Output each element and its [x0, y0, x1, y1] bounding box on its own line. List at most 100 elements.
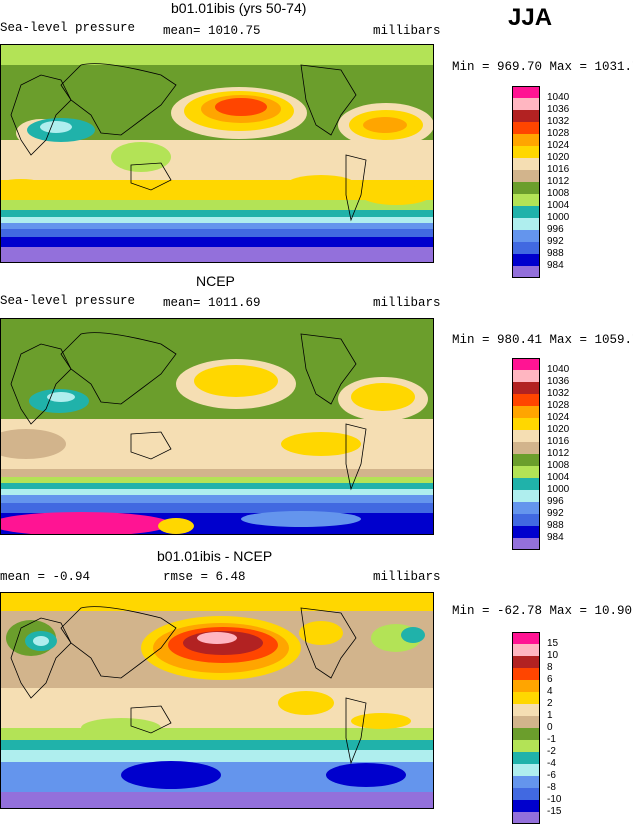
legend-label: 0: [547, 722, 553, 733]
legend-label: 1024: [547, 412, 570, 423]
legend-swatch: [512, 502, 540, 514]
legend-swatch: [512, 454, 540, 466]
legend-swatch: [512, 430, 540, 442]
legend-swatch: [512, 466, 540, 478]
contour-map: [0, 318, 434, 535]
legend-label: 1016: [547, 164, 570, 175]
legend-swatch: [512, 146, 540, 158]
legend-label: 2: [547, 698, 553, 709]
legend-label: -6: [547, 770, 556, 781]
legend-label: -2: [547, 746, 556, 757]
legend-label: 1032: [547, 388, 570, 399]
legend-label: 1008: [547, 188, 570, 199]
legend-swatch: [512, 656, 540, 668]
legend-label: 1016: [547, 436, 570, 447]
legend-swatch: [512, 110, 540, 122]
legend-label: 992: [547, 236, 564, 247]
legend-label: 996: [547, 496, 564, 507]
legend-label: 984: [547, 260, 564, 271]
contour-map: [0, 44, 434, 263]
legend-swatch: [512, 418, 540, 430]
legend-swatch: [512, 382, 540, 394]
panel-units-label: millibars: [373, 296, 441, 310]
legend-label: 1000: [547, 484, 570, 495]
legend-swatch: [512, 704, 540, 716]
legend-label: 1008: [547, 460, 570, 471]
legend-label: -4: [547, 758, 556, 769]
panel-mean-label: mean= 1010.75: [163, 24, 261, 38]
legend-label: -10: [547, 794, 562, 805]
panel-units-label: millibars: [373, 24, 441, 38]
legend-label: 1036: [547, 376, 570, 387]
legend-swatch: [512, 478, 540, 490]
legend-swatch: [512, 632, 540, 644]
legend-swatch: [512, 776, 540, 788]
legend-swatch: [512, 170, 540, 182]
legend-swatch: [512, 644, 540, 656]
legend-swatch: [512, 158, 540, 170]
legend-swatch: [512, 668, 540, 680]
legend-label: 1012: [547, 448, 570, 459]
legend-label: 1028: [547, 128, 570, 139]
legend-swatch: [512, 716, 540, 728]
legend-swatch: [512, 242, 540, 254]
legend-label: 1036: [547, 104, 570, 115]
panel-mean-label: mean= 1011.69: [163, 296, 261, 310]
panel-stats: Min = -62.78 Max = 10.90: [452, 604, 633, 618]
legend-swatch: [512, 680, 540, 692]
contour-map: [0, 592, 434, 809]
legend-swatch: [512, 206, 540, 218]
legend-swatch: [512, 752, 540, 764]
legend-swatch: [512, 86, 540, 98]
legend-label: 1040: [547, 364, 570, 375]
panel-title: b01.01ibis - NCEP: [157, 548, 273, 564]
legend-label: 1020: [547, 424, 570, 435]
season-label: JJA: [508, 4, 553, 31]
legend-swatch: [512, 442, 540, 454]
legend-swatch: [512, 266, 540, 278]
panel-stats: Min = 980.41 Max = 1059.70: [452, 333, 633, 347]
legend-label: 1004: [547, 472, 570, 483]
legend-swatch: [512, 526, 540, 538]
legend-label: 1004: [547, 200, 570, 211]
legend-swatch: [512, 406, 540, 418]
legend-label: 1000: [547, 212, 570, 223]
legend-label: 10: [547, 650, 559, 661]
legend-swatch: [512, 122, 540, 134]
legend-swatch: [512, 812, 540, 824]
legend-label: 992: [547, 508, 564, 519]
legend-swatch: [512, 490, 540, 502]
legend-label: 1040: [547, 92, 570, 103]
legend-swatch: [512, 182, 540, 194]
panel-stats: Min = 969.70 Max = 1031.76: [452, 60, 633, 74]
legend-label: -15: [547, 806, 562, 817]
legend-label: 1020: [547, 152, 570, 163]
legend-label: 984: [547, 532, 564, 543]
panel-mean-label: mean = -0.94: [0, 570, 91, 584]
legend-swatch: [512, 218, 540, 230]
legend-swatch: [512, 728, 540, 740]
legend-label: 988: [547, 520, 564, 531]
panel-title: b01.01ibis (yrs 50-74): [171, 0, 307, 16]
panel-units-label: millibars: [373, 570, 441, 584]
legend-swatch: [512, 370, 540, 382]
legend-label: 1028: [547, 400, 570, 411]
legend-label: -8: [547, 782, 556, 793]
legend-swatch: [512, 394, 540, 406]
panel-rmse-label: rmse = 6.48: [163, 570, 246, 584]
legend-label: 15: [547, 638, 559, 649]
legend-label: 1032: [547, 116, 570, 127]
legend-swatch: [512, 764, 540, 776]
panel-left-label: Sea-level pressure: [0, 21, 136, 35]
legend-swatch: [512, 358, 540, 370]
legend-label: 1: [547, 710, 553, 721]
panel-left-label: Sea-level pressure: [0, 294, 136, 308]
legend-label: 8: [547, 662, 553, 673]
legend-label: -1: [547, 734, 556, 745]
legend-label: 6: [547, 674, 553, 685]
legend-swatch: [512, 230, 540, 242]
panel-title: NCEP: [196, 273, 235, 289]
legend-label: 1024: [547, 140, 570, 151]
legend-swatch: [512, 254, 540, 266]
legend-swatch: [512, 740, 540, 752]
